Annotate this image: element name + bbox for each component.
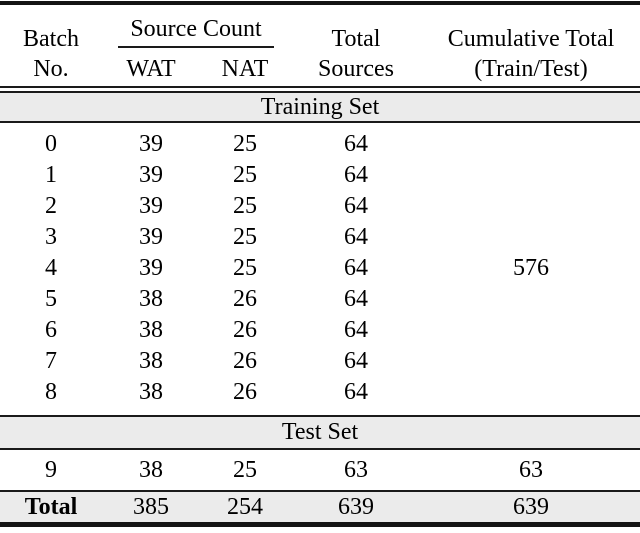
table-row: 9 38 25 63 63 (0, 450, 640, 490)
cell-total-sources: 64 (344, 379, 368, 405)
column-header-cumulative-line1: Cumulative Total (447, 26, 615, 52)
cell-cumulative (422, 160, 640, 191)
cell-total-sources-total: 639 (338, 494, 374, 520)
cell-wat: 39 (139, 224, 163, 250)
table-row: 8 38 26 64 (0, 377, 640, 408)
cell-batch: 0 (45, 131, 57, 157)
cell-nat: 25 (233, 255, 257, 281)
table-header: Batch No. Source Count WAT NAT Total Sou… (0, 5, 640, 86)
cell-wat: 39 (139, 255, 163, 281)
cell-wat: 38 (139, 286, 163, 312)
table-row: 2 39 25 64 (0, 191, 640, 222)
cell-wat: 38 (139, 317, 163, 343)
training-test-separator-rule (0, 415, 640, 417)
total-row: Total 385 254 639 639 (0, 492, 640, 522)
cell-nat: 25 (233, 193, 257, 219)
cell-nat-total: 254 (227, 494, 263, 520)
cell-cumulative (422, 346, 640, 377)
table-row: 3 39 25 64 (0, 222, 640, 253)
cell-total-sources: 64 (344, 286, 368, 312)
training-rows: 0 39 25 64 1 39 25 64 2 39 25 64 3 39 25… (0, 123, 640, 415)
cell-batch: 4 (45, 255, 57, 281)
cell-cumulative (422, 222, 640, 253)
cell-batch: 1 (45, 162, 57, 188)
cell-wat: 38 (139, 348, 163, 374)
column-header-batch-no: Batch No. (0, 24, 102, 86)
cell-total-sources: 64 (344, 255, 368, 281)
test-total-separator-rule (0, 490, 640, 492)
table-top-rule (0, 1, 640, 5)
cell-total-sources: 63 (344, 457, 368, 483)
column-header-batch-line1: Batch (23, 26, 79, 52)
column-header-total-line2: Sources (318, 56, 394, 82)
table-row: 1 39 25 64 (0, 160, 640, 191)
cell-wat-total: 385 (133, 494, 169, 520)
cell-batch: 6 (45, 317, 57, 343)
cell-total-label: Total (24, 494, 78, 520)
column-header-source-count: Source Count (118, 15, 274, 48)
cell-cumulative (422, 191, 640, 222)
column-header-batch-line2: No. (33, 56, 69, 82)
cell-total-sources: 64 (344, 348, 368, 374)
column-header-cumulative-line2: (Train/Test) (474, 56, 588, 82)
cell-nat: 26 (233, 348, 257, 374)
cell-total-sources: 64 (344, 224, 368, 250)
table-row: 5 38 26 64 (0, 284, 640, 315)
cell-cumulative: 63 (519, 457, 543, 483)
cell-wat: 39 (139, 162, 163, 188)
cell-total-sources: 64 (344, 193, 368, 219)
cell-cumulative-total: 639 (513, 494, 549, 520)
cell-batch: 8 (45, 379, 57, 405)
table-row: 6 38 26 64 (0, 315, 640, 346)
cell-batch: 5 (45, 286, 57, 312)
cell-nat: 25 (233, 131, 257, 157)
column-header-wat: WAT (126, 56, 176, 82)
table-row: 7 38 26 64 (0, 346, 640, 377)
table-row: 4 39 25 64 576 (0, 253, 640, 284)
table-row: 0 39 25 64 (0, 129, 640, 160)
cell-wat: 38 (139, 379, 163, 405)
section-header-test-set: Test Set (0, 417, 640, 450)
cell-total-sources: 64 (344, 317, 368, 343)
cell-nat: 25 (233, 224, 257, 250)
cell-nat: 26 (233, 379, 257, 405)
cell-nat: 25 (233, 457, 257, 483)
header-separator-rule (0, 86, 640, 93)
cell-batch: 3 (45, 224, 57, 250)
cell-cumulative (422, 129, 640, 160)
cell-cumulative: 576 (513, 255, 549, 281)
cell-cumulative (422, 284, 640, 315)
column-header-total-sources: Total Sources (290, 24, 422, 86)
cell-total-sources: 64 (344, 162, 368, 188)
cell-batch: 7 (45, 348, 57, 374)
cell-wat: 39 (139, 193, 163, 219)
cell-total-sources: 64 (344, 131, 368, 157)
cell-wat: 38 (139, 457, 163, 483)
cell-batch: 9 (45, 457, 57, 483)
cell-wat: 39 (139, 131, 163, 157)
column-header-cumulative-total: Cumulative Total (Train/Test) (422, 24, 640, 86)
section-header-training-set: Training Set (0, 93, 640, 123)
cell-cumulative (422, 315, 640, 346)
column-header-total-line1: Total (331, 26, 381, 52)
cell-cumulative (422, 377, 640, 408)
cell-nat: 26 (233, 317, 257, 343)
cell-batch: 2 (45, 193, 57, 219)
table-bottom-rule (0, 522, 640, 527)
cell-nat: 25 (233, 162, 257, 188)
column-group-source-count: Source Count (102, 5, 290, 49)
column-header-nat: NAT (221, 56, 269, 82)
cell-nat: 26 (233, 286, 257, 312)
